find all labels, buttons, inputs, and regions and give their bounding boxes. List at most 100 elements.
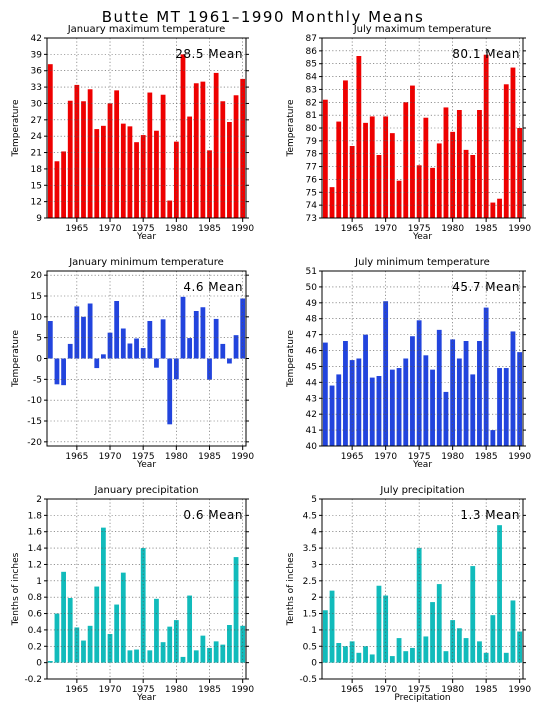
x-tick-label: 1980 bbox=[165, 224, 188, 234]
bar-1976 bbox=[423, 117, 429, 218]
y-tick-label: 0 bbox=[311, 659, 317, 669]
bar-1990 bbox=[517, 631, 523, 663]
bar-1968 bbox=[369, 654, 375, 663]
x-axis-label: Precipitation bbox=[394, 693, 450, 703]
bar-1969 bbox=[101, 125, 106, 218]
y-tick-label: 20 bbox=[31, 271, 43, 281]
bar-1967 bbox=[87, 625, 93, 663]
bar-1966 bbox=[81, 640, 86, 663]
bar-1988 bbox=[227, 358, 232, 364]
y-tick-label: 30 bbox=[31, 99, 43, 109]
chart-title: July minimum temperature bbox=[354, 257, 490, 268]
x-axis-label: Year bbox=[412, 460, 432, 470]
mean-annotation: 45.7 Mean bbox=[452, 280, 520, 294]
bar-1980 bbox=[450, 620, 456, 663]
grid bbox=[47, 38, 246, 218]
bar-1979 bbox=[443, 107, 449, 218]
x-tick-label: 1990 bbox=[231, 685, 254, 695]
bar-1985 bbox=[483, 54, 489, 219]
y-tick-label: 50 bbox=[306, 283, 318, 293]
bar-1965 bbox=[74, 627, 80, 663]
bar-1968 bbox=[369, 377, 375, 446]
grid bbox=[322, 271, 523, 446]
y-tick-label: 47 bbox=[306, 331, 317, 341]
bar-series bbox=[47, 54, 246, 219]
bar-1973 bbox=[127, 343, 133, 359]
bar-1964 bbox=[67, 343, 73, 359]
x-tick-label: 1970 bbox=[374, 452, 397, 462]
bar-1988 bbox=[227, 122, 232, 218]
chart-panel-1: 9 12 15 18 21 24 27 30 33 36 39 42 1965 1970 1975 1980 1… bbox=[11, 24, 254, 242]
bar-1983 bbox=[470, 374, 476, 446]
bar-1967 bbox=[363, 334, 368, 446]
y-tick-label: 0.8 bbox=[28, 593, 43, 603]
chart-title: January minimum temperature bbox=[68, 257, 224, 268]
y-tick-label: 51 bbox=[306, 267, 317, 277]
x-tick-label: 1975 bbox=[408, 452, 431, 462]
x-tick-label: 1970 bbox=[99, 685, 122, 695]
bar-1976 bbox=[147, 92, 153, 218]
bar-1973 bbox=[403, 102, 409, 218]
bar-1973 bbox=[403, 651, 409, 663]
chart-panel-4: 40 41 42 43 44 45 46 47 48 49 50 51 1965 1970 1975 1980… bbox=[286, 257, 531, 470]
bar-1961 bbox=[47, 661, 53, 663]
bar-1980 bbox=[450, 339, 456, 446]
chart-panel-6: -0.5 0 0.5 1 1.5 2 2.5 3 3.5 4 4.5 5 1965 1970 1975 198… bbox=[286, 485, 531, 703]
bar-1963 bbox=[61, 151, 66, 218]
y-tick-label: 21 bbox=[31, 149, 42, 159]
bar-1974 bbox=[410, 336, 415, 446]
x-tick-label: 1970 bbox=[374, 224, 397, 234]
bar-1972 bbox=[120, 123, 126, 218]
bar-1987 bbox=[497, 525, 502, 663]
bar-1977 bbox=[154, 130, 159, 218]
bar-1965 bbox=[349, 641, 355, 663]
y-tick-label: 0.5 bbox=[303, 642, 317, 652]
chart-title: July precipitation bbox=[379, 485, 464, 496]
y-tick-label: 79 bbox=[306, 137, 318, 147]
x-tick-label: 1970 bbox=[99, 224, 122, 234]
bar-1968 bbox=[94, 586, 100, 663]
chart-panel-2: 73 74 75 76 77 78 79 80 81 82 83 84 85 86 87 1965 1970 19… bbox=[286, 24, 531, 242]
plot-frame bbox=[46, 498, 247, 680]
y-tick-label: -10 bbox=[27, 396, 42, 406]
x-tick-label: 1980 bbox=[441, 224, 464, 234]
mean-annotation: 0.6 Mean bbox=[183, 508, 243, 522]
bar-1978 bbox=[160, 94, 166, 218]
bar-1973 bbox=[403, 358, 409, 446]
bar-1969 bbox=[101, 354, 106, 359]
bar-1984 bbox=[477, 110, 482, 218]
mean-annotation: 1.3 Mean bbox=[460, 508, 520, 522]
bar-1976 bbox=[423, 355, 429, 446]
bar-1990 bbox=[240, 298, 246, 359]
bar-1981 bbox=[456, 628, 462, 663]
bar-1981 bbox=[180, 54, 186, 218]
y-tick-label: 40 bbox=[306, 442, 318, 452]
bar-1969 bbox=[101, 527, 106, 663]
y-tick-label: 24 bbox=[31, 132, 43, 142]
bar-1972 bbox=[120, 572, 126, 663]
y-tick-label: 0 bbox=[36, 355, 42, 365]
y-tick-label: 74 bbox=[306, 201, 318, 211]
mean-annotation: 4.6 Mean bbox=[183, 280, 243, 294]
bar-1971 bbox=[114, 90, 120, 218]
x-tick-label: 1970 bbox=[374, 685, 397, 695]
y-tick-label: 3.5 bbox=[303, 544, 317, 554]
bar-1985 bbox=[207, 647, 212, 663]
bar-1987 bbox=[220, 343, 226, 359]
y-tick-label: 76 bbox=[306, 175, 318, 185]
x-tick-label: 1975 bbox=[132, 452, 155, 462]
chart-panel-3: -20 -15 -10 -5 0 5 10 15 20 1965 1970 1975 1980 1985 1… bbox=[11, 257, 254, 470]
bar-1962 bbox=[54, 613, 60, 663]
y-axis-label: Temperature bbox=[11, 330, 21, 388]
bar-1981 bbox=[456, 358, 462, 446]
y-tick-label: 15 bbox=[31, 181, 42, 191]
x-tick-label: 1985 bbox=[198, 224, 221, 234]
bar-1975 bbox=[140, 135, 146, 218]
bar-1961 bbox=[47, 64, 53, 219]
y-tick-label: -20 bbox=[27, 438, 42, 448]
y-axis-label: Tenths of inches bbox=[286, 552, 296, 626]
bar-1967 bbox=[363, 646, 368, 663]
chart-panel-5: -0.2 0 0.2 0.4 0.6 0.8 1 1.2 1.4 1.6 1.8 2 1965 1970 1… bbox=[11, 485, 254, 703]
bar-1964 bbox=[67, 598, 73, 663]
bar-1986 bbox=[490, 430, 496, 446]
